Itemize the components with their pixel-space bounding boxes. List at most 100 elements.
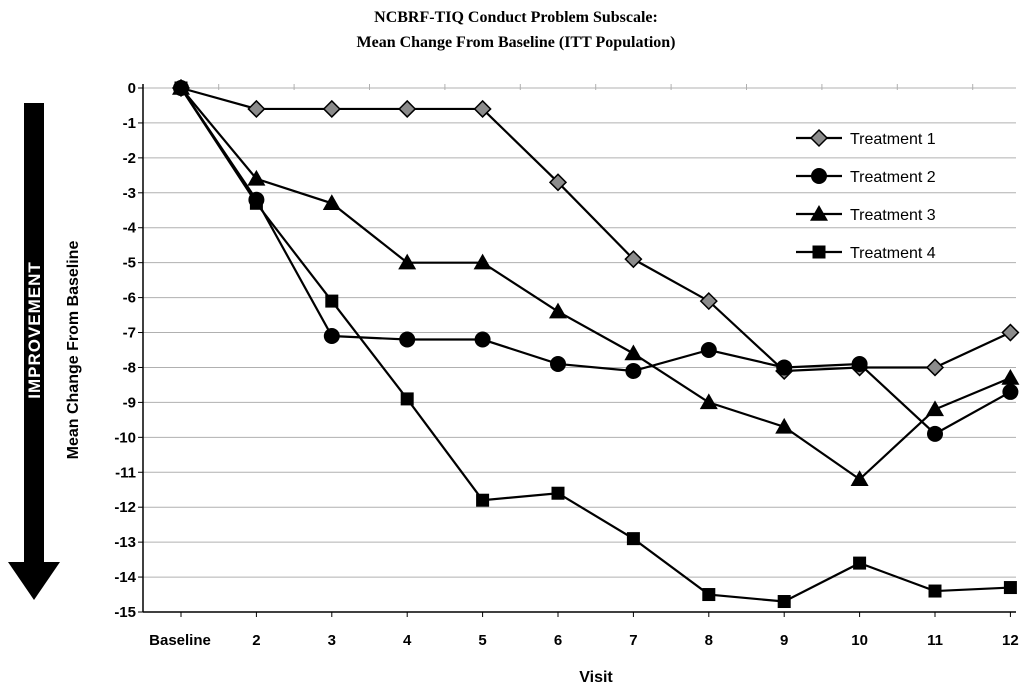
- x-tick-label: 6: [554, 632, 562, 649]
- data-point: [853, 556, 867, 570]
- legend-label: Treatment 1: [850, 131, 936, 148]
- legend-entry: Treatment 4: [796, 245, 936, 262]
- data-point: [247, 169, 266, 186]
- data-point: [473, 253, 492, 270]
- chart-subtitle: Mean Change From Baseline (ITT Populatio…: [357, 34, 676, 51]
- improvement-arrow: IMPROVEMENT: [8, 103, 60, 600]
- data-point: [702, 588, 716, 602]
- y-axis-label: Mean Change From Baseline: [65, 241, 82, 460]
- data-point: [400, 392, 414, 406]
- legend-label: Treatment 2: [850, 169, 936, 186]
- data-point: [551, 486, 565, 500]
- data-point: [174, 81, 188, 95]
- x-tick-label: 11: [927, 632, 943, 649]
- series-3: [172, 79, 1020, 487]
- data-point: [700, 342, 717, 358]
- data-point: [550, 355, 566, 372]
- data-point: [1001, 368, 1020, 385]
- y-tick-label: -6: [123, 290, 136, 307]
- data-point: [549, 302, 567, 319]
- legend-entry: Treatment 1: [796, 128, 936, 148]
- data-point: [926, 400, 944, 417]
- series-line: [180, 86, 1011, 373]
- data-point: [548, 173, 568, 192]
- y-tick-label: -7: [123, 325, 136, 342]
- data-point: [850, 470, 869, 487]
- series-line: [180, 87, 1011, 603]
- data-point: [322, 194, 341, 211]
- data-point: [1001, 323, 1020, 342]
- x-axis-label: Visit: [579, 669, 613, 686]
- legend-entry: Treatment 2: [796, 168, 936, 186]
- x-tick-label: 10: [851, 632, 868, 649]
- x-tick-label: 7: [629, 632, 637, 649]
- data-point: [775, 417, 794, 434]
- y-tick-label: -8: [123, 359, 136, 376]
- x-tick-label: 2: [252, 632, 260, 649]
- improvement-arrow-head: [8, 562, 60, 600]
- legend-marker: [812, 245, 826, 259]
- x-tick-label: 3: [328, 632, 336, 649]
- data-point: [776, 359, 793, 376]
- improvement-label: IMPROVEMENT: [25, 261, 44, 399]
- x-tick-label: 4: [403, 632, 412, 649]
- data-point: [851, 355, 868, 372]
- x-tick-label: 9: [780, 632, 788, 649]
- data-point: [624, 344, 643, 361]
- data-point: [927, 425, 943, 442]
- y-tick-label: -12: [114, 499, 136, 516]
- data-point: [1003, 581, 1017, 595]
- y-tick-label: -9: [123, 394, 136, 411]
- y-tick-label: -1: [123, 115, 136, 132]
- y-tick-label: -14: [114, 569, 136, 586]
- legend-marker: [809, 128, 829, 148]
- data-point: [626, 532, 640, 546]
- data-point: [1002, 383, 1019, 400]
- legend-entry: Treatment 3: [796, 205, 936, 224]
- data-point: [398, 253, 417, 270]
- data-point: [699, 292, 718, 311]
- legend-label: Treatment 4: [850, 245, 936, 262]
- y-tick-label: -3: [123, 185, 136, 202]
- series-1: [171, 78, 1020, 381]
- series-line: [180, 87, 1011, 436]
- data-point: [777, 595, 791, 609]
- y-tick-label: -2: [123, 150, 136, 167]
- x-tick-label: Baseline: [149, 632, 211, 649]
- data-point: [699, 393, 718, 410]
- series-4: [174, 81, 1017, 609]
- legend-marker: [810, 205, 828, 221]
- chart-title: NCBRF-TIQ Conduct Problem Subscale:: [374, 9, 658, 26]
- legend-marker: [811, 168, 827, 184]
- x-tick-labels: Baseline 2 3 4 5 6 7 8 9 10 11 12: [149, 632, 1019, 649]
- y-tick-label: 0: [128, 80, 136, 97]
- data-point: [323, 328, 340, 345]
- y-tick-label: -5: [123, 255, 136, 272]
- legend-label: Treatment 3: [850, 207, 936, 224]
- x-tick-label: 5: [478, 632, 486, 649]
- data-point: [322, 99, 341, 119]
- data-point: [399, 331, 416, 348]
- y-tick-label: -4: [123, 220, 137, 237]
- x-tick-label: 12: [1002, 632, 1019, 649]
- y-tick-label: -15: [114, 604, 136, 621]
- data-point: [928, 584, 942, 598]
- x-tick-label: 8: [705, 632, 713, 649]
- legend: Treatment 1 Treatment 2 Treatment 3 Treatme…: [796, 128, 936, 262]
- data-point: [474, 331, 491, 348]
- data-point: [925, 358, 945, 377]
- data-point: [624, 250, 643, 269]
- grid: [143, 87, 1016, 578]
- y-tick-label: -10: [114, 429, 136, 446]
- y-tick-label: -11: [115, 464, 136, 481]
- data-point: [249, 196, 263, 210]
- data-point: [247, 99, 266, 119]
- series: [171, 78, 1020, 609]
- axes: [138, 84, 1016, 617]
- data-point: [398, 99, 417, 119]
- data-point: [473, 99, 492, 119]
- data-point: [625, 362, 642, 379]
- y-tick-label: -13: [114, 534, 136, 551]
- data-point: [325, 294, 339, 308]
